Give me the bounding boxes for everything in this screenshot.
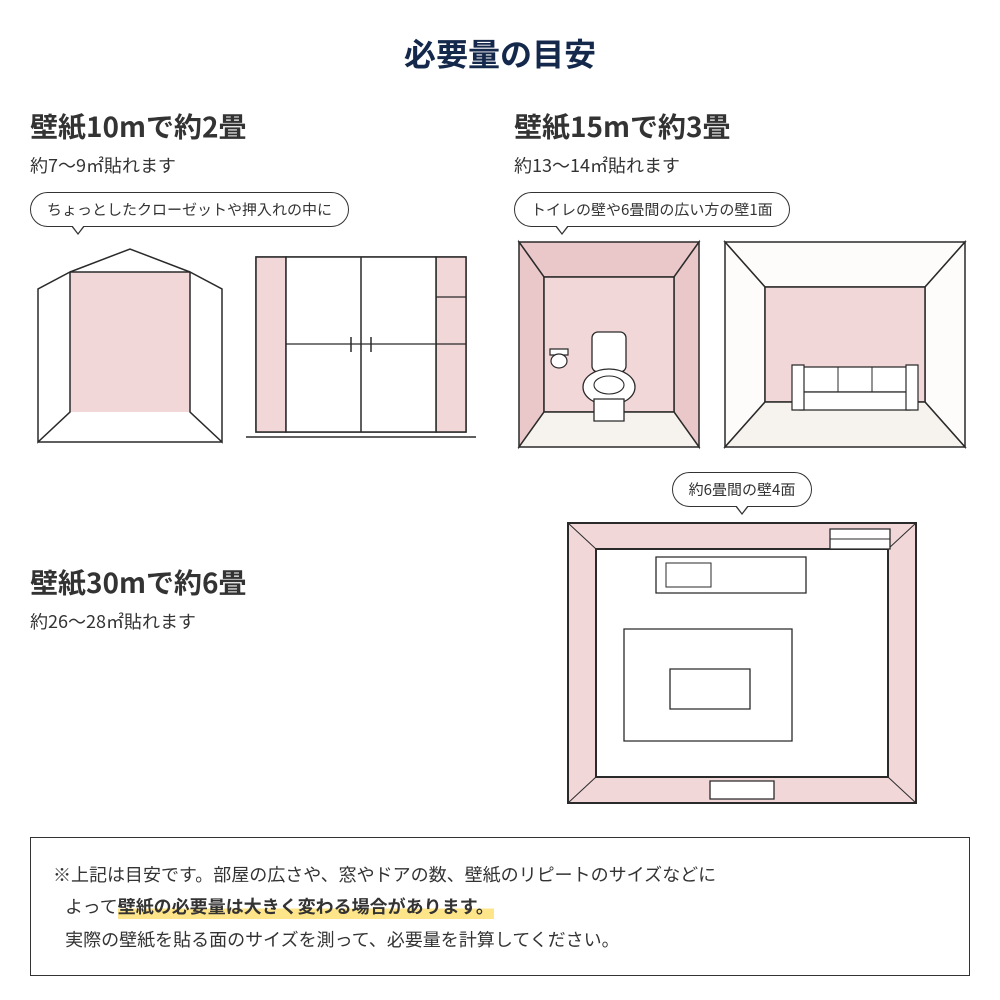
section-15m: 壁紙15mで約3畳 約13〜14㎡貼れます トイレの壁や6畳間の広い方の壁1面 (514, 106, 970, 452)
oshiire-icon (246, 237, 476, 447)
section-15m-title: 壁紙15mで約3畳 (514, 106, 970, 146)
room-one-wall-icon (720, 237, 970, 452)
section-6tatami: 約6畳間の壁4面 (514, 472, 970, 817)
section-10m-sub: 約7〜9㎡貼れます (30, 152, 484, 178)
section-10m: 壁紙10mで約2畳 約7〜9㎡貼れます ちょっとしたクローゼットや押入れの中に (30, 106, 484, 452)
section-15m-bubble: トイレの壁や6畳間の広い方の壁1面 (514, 192, 790, 227)
toilet-room-icon (514, 237, 704, 452)
disclaimer-box: ※上記は目安です。部屋の広さや、窓やドアの数、壁紙のリピートのサイズなどに よっ… (30, 837, 970, 976)
section-30m-sub: 約26〜28㎡貼れます (30, 608, 484, 634)
sections-grid: 壁紙10mで約2畳 約7〜9㎡貼れます ちょっとしたクローゼットや押入れの中に (30, 106, 970, 817)
closet-nook-icon (30, 237, 230, 447)
section-10m-title: 壁紙10mで約2畳 (30, 106, 484, 146)
section-15m-sub: 約13〜14㎡貼れます (514, 152, 970, 178)
section-30m-title: 壁紙30mで約6畳 (30, 562, 484, 602)
page-title: 必要量の目安 (30, 30, 970, 76)
room-plan-icon (562, 517, 922, 812)
section-30m: 壁紙30mで約6畳 約26〜28㎡貼れます (30, 472, 484, 817)
section-10m-bubble: ちょっとしたクローゼットや押入れの中に (30, 192, 349, 227)
disclaimer-line3: 実際の壁紙を貼る面のサイズを測って、必要量を計算してください。 (53, 923, 947, 955)
section-6tatami-bubble: 約6畳間の壁4面 (672, 472, 813, 507)
disclaimer-line2: よって壁紙の必要量は大きく変わる場合があります。 (53, 890, 947, 922)
disclaimer-line1: ※上記は目安です。部屋の広さや、窓やドアの数、壁紙のリピートのサイズなどに (53, 858, 947, 890)
